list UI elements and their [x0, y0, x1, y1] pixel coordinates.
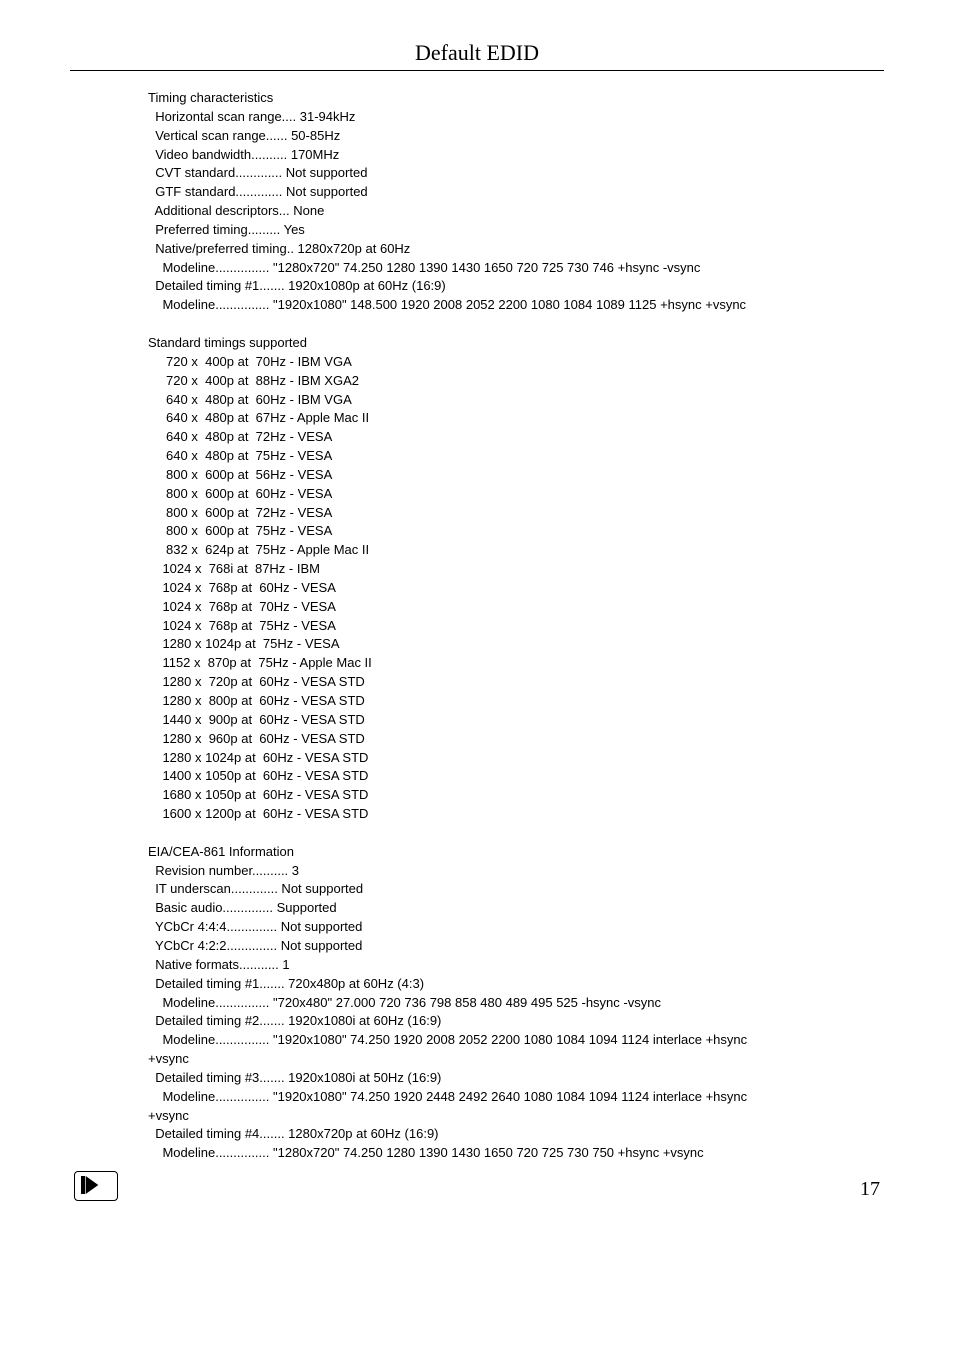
title-divider	[70, 70, 884, 71]
page-number: 17	[860, 1178, 880, 1201]
page-footer: 17	[70, 1171, 884, 1201]
content-body: Timing characteristics Horizontal scan r…	[70, 89, 884, 1163]
document-page: Default EDID Timing characteristics Hori…	[0, 0, 954, 1221]
page-title: Default EDID	[70, 40, 884, 66]
brand-logo-icon	[74, 1171, 118, 1201]
